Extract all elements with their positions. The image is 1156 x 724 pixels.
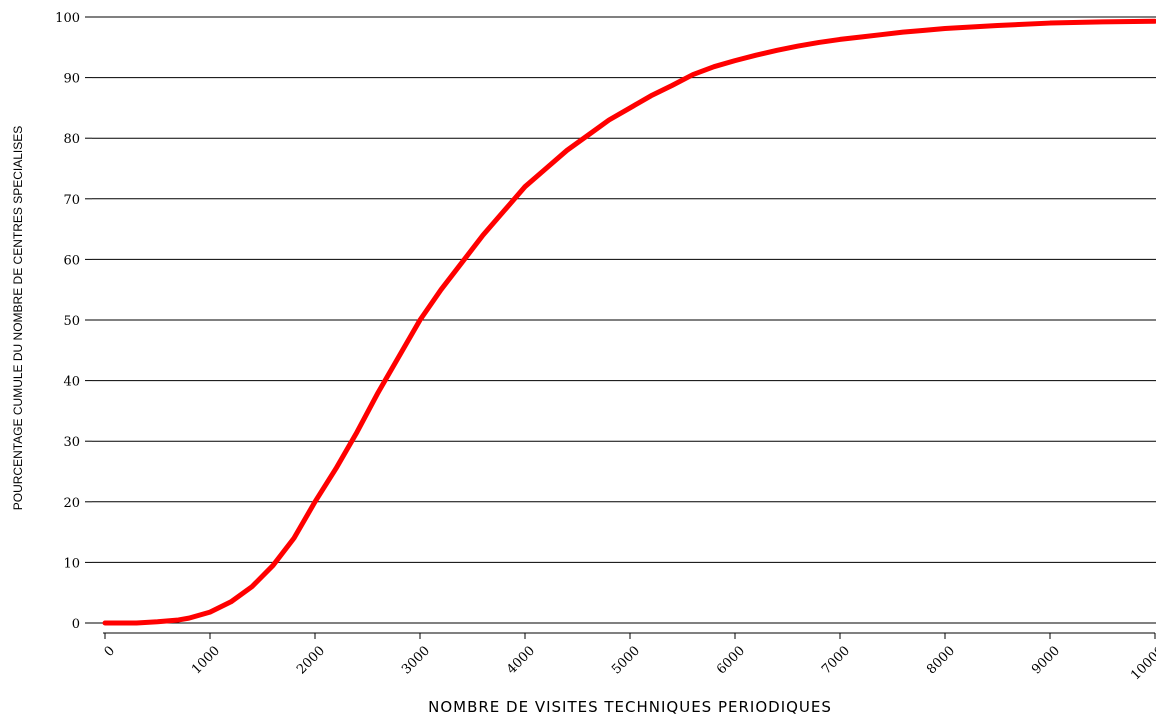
x-tick-label: 2000: [294, 643, 328, 677]
y-tick-label: 100: [55, 11, 80, 26]
x-axis-label: NOMBRE DE VISITES TECHNIQUES PERIODIQUES: [428, 698, 832, 716]
y-tick-label: 90: [63, 72, 80, 87]
y-tick-label: 20: [63, 496, 80, 511]
x-tick-label: 9000: [1029, 643, 1063, 677]
y-tick-label: 70: [63, 193, 80, 208]
y-tick-label: 30: [63, 435, 80, 450]
y-tick-label: 10: [63, 556, 80, 571]
y-tick-label: 40: [63, 375, 80, 390]
x-tick-label: 1000: [189, 643, 223, 677]
x-tick-label: 6000: [714, 643, 748, 677]
x-tick-label: 0: [102, 643, 118, 659]
x-tick-label: 3000: [399, 643, 433, 677]
y-tick-label: 50: [63, 314, 80, 329]
y-axis-label: POURCENTAGE CUMULE DU NOMBRE DE CENTRES …: [11, 126, 25, 511]
y-tick-label: 0: [72, 617, 80, 632]
x-tick-label: 4000: [504, 643, 538, 677]
x-tick-label: 8000: [924, 643, 958, 677]
y-tick-label: 80: [63, 132, 80, 147]
y-tick-label: 60: [63, 253, 80, 268]
x-tick-label: 7000: [819, 643, 853, 677]
x-tick-label: 5000: [609, 643, 643, 677]
data-line: [102, 18, 1156, 626]
x-tick-label: 10000: [1128, 643, 1156, 683]
